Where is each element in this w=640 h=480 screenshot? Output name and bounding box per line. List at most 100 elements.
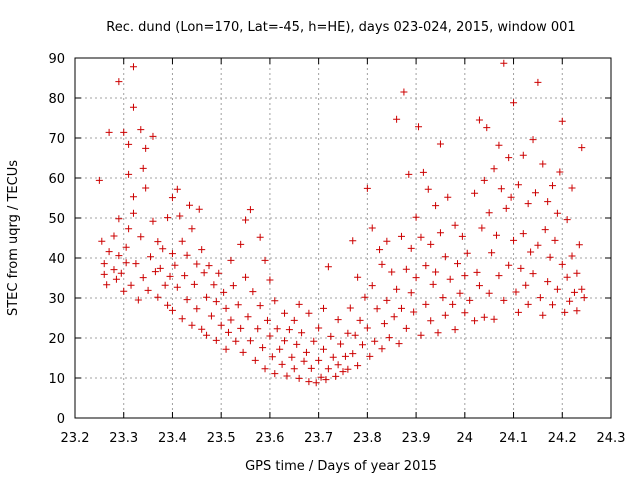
data-point [103, 281, 111, 289]
data-point [563, 216, 571, 224]
data-point [434, 329, 442, 337]
data-point [390, 313, 398, 321]
data-point [512, 288, 520, 296]
data-point [178, 315, 186, 323]
data-point [220, 288, 228, 296]
y-tick-label: 10 [48, 372, 65, 387]
data-point [173, 283, 181, 291]
data-point [120, 287, 128, 295]
data-point [273, 325, 281, 333]
data-point [278, 360, 286, 368]
data-point [510, 99, 518, 107]
data-point [349, 350, 357, 358]
data-point [302, 348, 310, 356]
data-point [529, 270, 537, 278]
data-point [556, 168, 564, 176]
data-points [95, 59, 588, 387]
data-point [334, 316, 342, 324]
x-tick-label: 23.3 [109, 431, 138, 446]
data-point [322, 376, 330, 384]
data-point [407, 244, 415, 252]
data-point [500, 296, 508, 304]
y-tick-label: 70 [48, 132, 65, 147]
x-tick-label: 24.1 [499, 431, 528, 446]
data-point [378, 345, 386, 353]
data-point [129, 193, 137, 201]
data-point [441, 311, 449, 319]
data-point [181, 272, 189, 280]
data-point [534, 241, 542, 249]
data-point [363, 184, 371, 192]
data-point [354, 273, 362, 281]
data-point [544, 198, 552, 206]
data-point [344, 329, 352, 337]
data-point [137, 233, 145, 241]
data-point [261, 365, 269, 373]
y-tick-label: 20 [48, 332, 65, 347]
data-point [488, 249, 496, 257]
data-point [154, 293, 162, 301]
data-point [490, 315, 498, 323]
data-point [239, 348, 247, 356]
data-point [310, 337, 318, 345]
data-point [259, 344, 267, 352]
data-point [529, 136, 537, 144]
data-point [237, 240, 245, 248]
data-point [246, 206, 254, 214]
data-point [578, 144, 586, 152]
data-point [147, 253, 155, 261]
data-point [544, 278, 552, 286]
data-point [505, 261, 513, 269]
data-point [173, 185, 181, 193]
data-point [524, 200, 532, 208]
data-point [324, 263, 332, 271]
data-point [461, 272, 469, 280]
data-point [519, 151, 527, 159]
data-point [356, 316, 364, 324]
data-point [480, 176, 488, 184]
data-point [263, 316, 271, 324]
data-point [551, 236, 559, 244]
data-point [210, 281, 218, 289]
data-point [129, 209, 137, 217]
data-point [100, 270, 108, 278]
data-point [122, 243, 130, 251]
plot-frame [74, 57, 612, 419]
data-point [553, 209, 561, 217]
data-point [351, 331, 359, 339]
data-point [454, 260, 462, 268]
data-point [436, 140, 444, 148]
x-tick-label: 24.3 [597, 431, 626, 446]
data-point [495, 141, 503, 149]
data-point [281, 309, 289, 317]
data-point [412, 274, 420, 282]
data-point [251, 356, 259, 364]
data-point [176, 212, 184, 220]
y-tick-label: 0 [57, 412, 65, 427]
data-point [363, 324, 371, 332]
data-point [125, 225, 133, 233]
data-point [558, 260, 566, 268]
data-point [268, 353, 276, 361]
data-point [276, 345, 284, 353]
x-tick-label: 24.2 [548, 431, 577, 446]
data-point [573, 307, 581, 315]
data-point [246, 337, 254, 345]
data-point [546, 253, 554, 261]
data-point [195, 205, 203, 213]
data-point [417, 331, 425, 339]
data-point [519, 230, 527, 238]
data-point [290, 316, 298, 324]
x-tick-label: 23.7 [304, 431, 333, 446]
data-point [563, 273, 571, 281]
data-point [288, 353, 296, 361]
data-point [534, 78, 542, 86]
data-point [346, 304, 354, 312]
data-point [549, 182, 557, 190]
data-point [383, 237, 391, 245]
data-point [149, 217, 157, 225]
data-point [271, 370, 279, 378]
data-point [154, 238, 162, 246]
data-point [449, 300, 457, 308]
data-point [471, 189, 479, 197]
